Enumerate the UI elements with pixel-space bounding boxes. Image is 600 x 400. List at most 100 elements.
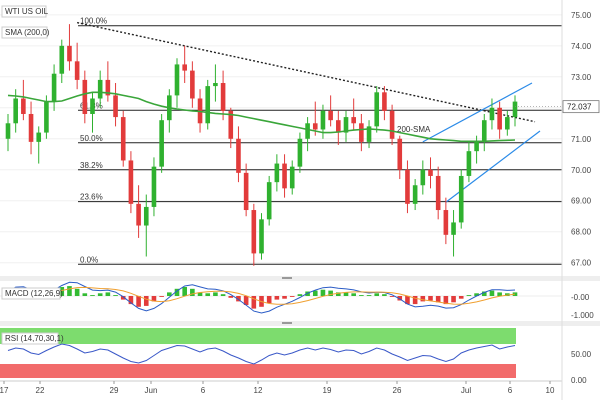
macd-bar-59 [458, 296, 464, 299]
candle-32 [251, 203, 257, 266]
macd-label-box [1, 287, 61, 300]
macd-signal-line [7, 286, 516, 305]
candle-body-1 [13, 98, 18, 124]
candle-body-43 [336, 120, 341, 133]
sma-200-line [7, 91, 516, 143]
legend: WTI US OIL SMA (200,0) [1, 5, 50, 39]
candle-64 [497, 101, 502, 139]
macd-bar-14 [113, 295, 118, 296]
pane-separator-2[interactable] [0, 321, 600, 326]
candle-7 [59, 39, 65, 84]
candle-body-54 [420, 169, 426, 186]
candle-body-2 [21, 98, 26, 114]
candle-59 [458, 169, 464, 229]
macd-bar-15 [120, 296, 126, 300]
candle-61 [474, 135, 479, 164]
candle-body-39 [305, 123, 310, 139]
candles [5, 24, 518, 266]
candle-17 [136, 185, 141, 238]
candle-body-40 [312, 123, 318, 130]
candle-50 [389, 104, 395, 145]
macd-bar-36 [282, 296, 287, 299]
x-tick-label-3: Jun [145, 386, 158, 395]
candle-body-38 [297, 138, 303, 167]
price-tick-4: 71.00 [571, 135, 592, 144]
candle-body-49 [382, 92, 387, 111]
price-tick-0: 75.00 [571, 11, 592, 20]
macd-bar-40 [312, 290, 318, 296]
x-axis: 17 22 29 Jun 6 12 19 26 Jul 6 10 [0, 381, 555, 395]
candle-3 [28, 101, 34, 155]
candle-51 [397, 135, 403, 180]
candle-body-58 [451, 222, 456, 235]
current-price-badge: 72.037 [515, 100, 600, 114]
candle-56 [435, 166, 441, 220]
macd-line [7, 281, 516, 314]
x-tick-label-7: 26 [393, 386, 402, 395]
fibonacci-levels: 100.0%61.8%50.0%38.2%23.6%0.0% [78, 17, 562, 265]
macd-bar-43 [336, 292, 341, 296]
candle-2 [21, 79, 26, 121]
macd-bar-27 [213, 292, 218, 296]
macd-bar-64 [497, 292, 502, 296]
candle-10 [82, 70, 88, 124]
candle-8 [67, 24, 72, 71]
macd-axis-tick-1: -1.000 [571, 311, 594, 320]
candle-60 [466, 141, 472, 183]
candle-body-17 [136, 203, 141, 226]
macd-bar-55 [428, 296, 433, 301]
macd-bar-19 [151, 296, 157, 302]
macd-bar-22 [174, 288, 180, 296]
candle-body-23 [182, 64, 187, 71]
price-pane: 100.0%61.8%50.0%38.2%23.6%0.0% 75.0074.0… [0, 5, 600, 268]
macd-bar-7 [59, 287, 65, 296]
macd-bar-34 [266, 296, 272, 304]
macd-bar-30 [236, 296, 241, 302]
rsi-axis-tick-0: 50.00 [571, 350, 592, 359]
pane-separator-1[interactable] [0, 276, 600, 281]
candle-body-24 [190, 70, 195, 99]
macd-label: MACD (12,26,9) [5, 289, 63, 298]
macd-bar-37 [289, 296, 295, 297]
macd-bar-51 [397, 296, 403, 301]
macd-bar-45 [351, 293, 356, 296]
candle-body-60 [466, 151, 472, 176]
macd-bar-25 [197, 292, 203, 296]
candle-48 [374, 86, 380, 133]
x-tick-label-0: 17 [0, 386, 9, 395]
candle-16 [128, 151, 134, 214]
candle-44 [343, 110, 349, 142]
candle-body-45 [351, 117, 356, 124]
macd-bar-46 [359, 295, 364, 296]
candle-38 [297, 132, 303, 173]
macd-axis-tick-0: -0.00 [571, 293, 590, 302]
candle-body-19 [151, 166, 157, 207]
macd-bar-44 [343, 292, 349, 296]
channel-upper-line [422, 82, 533, 143]
candle-18 [143, 194, 149, 257]
rsi-polyline [7, 343, 516, 365]
rsi-oversold-band [0, 364, 516, 378]
pane-resize-handle-2[interactable] [282, 322, 292, 324]
candle-46 [359, 113, 364, 152]
pane-resize-handle-1[interactable] [282, 277, 292, 279]
fib-label-0: 100.0% [80, 17, 107, 26]
price-axis: 75.0074.0073.0072.0071.0070.0069.0068.00… [571, 11, 592, 268]
candle-11 [90, 92, 95, 133]
candle-body-22 [174, 64, 180, 96]
candle-58 [451, 210, 456, 257]
macd-bar-53 [412, 296, 418, 305]
candle-body-56 [435, 175, 441, 211]
candle-body-32 [251, 210, 257, 254]
candle-body-44 [343, 117, 349, 133]
candle-body-53 [412, 185, 418, 204]
macd-bar-50 [389, 296, 395, 297]
candle-body-3 [28, 113, 34, 142]
price-tick-6: 69.00 [571, 197, 592, 206]
fib-label-4: 23.6% [80, 193, 103, 202]
macd-bar-54 [420, 296, 426, 302]
candle-body-41 [320, 110, 326, 130]
macd-bar-16 [128, 296, 134, 305]
macd-bar-9 [74, 288, 80, 296]
